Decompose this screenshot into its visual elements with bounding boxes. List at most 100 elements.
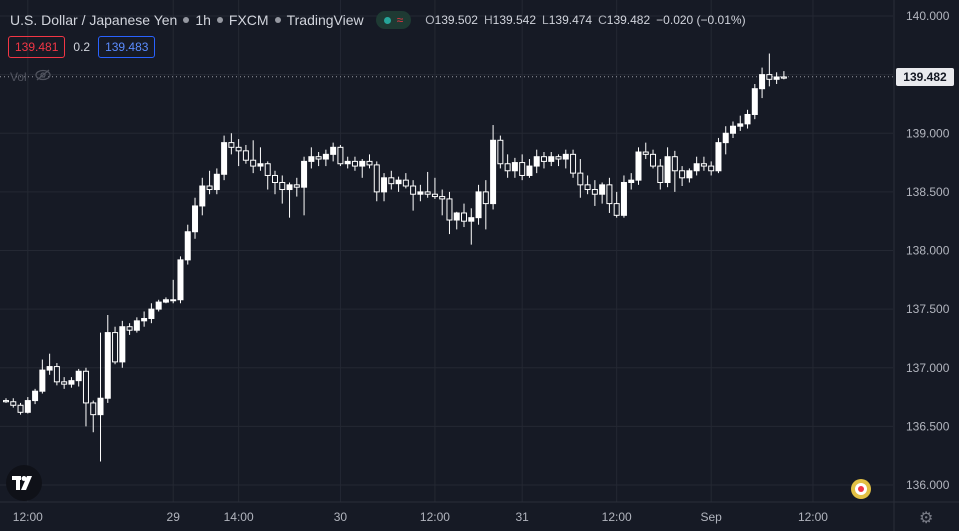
candle-body (657, 165, 664, 183)
separator-dot (274, 17, 281, 23)
high-value: 139.542 (492, 13, 537, 27)
gear-icon[interactable]: ⚙ (919, 510, 934, 527)
candle-body (439, 196, 446, 200)
candle-body (75, 370, 82, 382)
candle-body (351, 160, 358, 167)
close-value: 139.482 (606, 13, 651, 27)
candle-body (613, 203, 620, 216)
candle-body (504, 163, 511, 172)
candle-body (242, 150, 249, 161)
close-label: C (598, 13, 607, 27)
low-label: L (542, 13, 549, 27)
candle-body (664, 156, 671, 183)
candle-body (221, 142, 228, 175)
open-value: 139.502 (434, 13, 478, 27)
candle-body (381, 177, 388, 193)
candle-body (279, 181, 286, 191)
candle-body (359, 160, 366, 167)
candle-body (533, 156, 540, 167)
candle-body (453, 212, 460, 221)
candle-body (177, 259, 184, 301)
candle-body (570, 153, 577, 174)
candle-body (17, 404, 24, 413)
candle-body (737, 123, 744, 127)
sell-button[interactable]: 139.481 (8, 36, 66, 58)
candle-body (32, 390, 39, 402)
candle-body (468, 217, 475, 222)
candle-body (61, 381, 68, 385)
candle-body (620, 181, 627, 216)
candle-body (112, 332, 119, 363)
spread-value: 0.2 (73, 40, 91, 54)
candle-body (417, 191, 424, 195)
high-label: H (483, 13, 493, 27)
y-tick-label: 136.500 (906, 419, 950, 433)
y-tick-label: 138.500 (906, 185, 950, 199)
candle-body (162, 299, 169, 303)
candle-body (322, 153, 329, 160)
trade-row: 139.481 0.2 139.483 (8, 36, 156, 58)
candle-body (148, 308, 155, 320)
candle-body (271, 174, 278, 183)
candle-body (424, 191, 431, 195)
candle-body (373, 164, 380, 193)
candle-body (366, 160, 373, 166)
market-status-pill[interactable]: ≈ (375, 11, 412, 29)
eye-off-icon[interactable] (35, 69, 51, 84)
candle-body (119, 326, 126, 363)
x-tick-label: 12:00 (420, 510, 450, 524)
candle-body (679, 170, 686, 179)
candle-body (773, 76, 780, 80)
interval-label[interactable]: 1h (195, 12, 211, 28)
candle-body (184, 231, 191, 261)
candle-body (730, 125, 736, 134)
x-tick-label: 12:00 (13, 510, 43, 524)
tradingview-logo-icon[interactable] (6, 465, 42, 501)
candle-body (301, 160, 308, 188)
volume-label: Vol (10, 69, 27, 84)
candle-body (555, 156, 562, 160)
ohlc-values: O139.502 H139.542 L139.474 C139.482 −0.0… (425, 13, 745, 27)
y-tick-label: 136.000 (906, 478, 950, 492)
candle-body (206, 185, 213, 191)
x-tick-label: 12:00 (798, 510, 828, 524)
change-value: −0.020 (−0.01%) (656, 13, 746, 27)
candle-body (170, 299, 177, 302)
y-tick-label: 139.000 (906, 126, 950, 140)
x-tick-label: 31 (515, 510, 529, 524)
x-tick-label: 12:00 (602, 510, 632, 524)
candle-body (759, 74, 766, 90)
record-icon[interactable] (851, 479, 871, 499)
candle-body (213, 173, 220, 191)
candle-body (577, 172, 584, 186)
candle-body (235, 146, 242, 152)
candle-body (133, 320, 140, 331)
x-tick-label: 29 (167, 510, 181, 524)
candle-body (708, 165, 715, 172)
candle-body (286, 184, 293, 191)
candle-body (628, 179, 635, 183)
open-label: O (425, 13, 435, 27)
candle-body (490, 139, 497, 205)
candle-body (308, 156, 315, 162)
candle-body (671, 156, 678, 172)
market-open-icon (383, 16, 391, 24)
candle-body (715, 142, 722, 172)
y-tick-label: 140.000 (906, 9, 950, 23)
buy-button[interactable]: 139.483 (98, 36, 156, 58)
candle-body (402, 179, 409, 187)
candle-body (3, 400, 9, 403)
chart-header: U.S. Dollar / Japanese Yen 1h FXCM Tradi… (10, 11, 746, 29)
candle-body (744, 113, 751, 125)
y-tick-label: 138.000 (906, 244, 950, 258)
x-tick-label: 14:00 (224, 510, 254, 524)
candle-body (82, 370, 89, 404)
candle-body (511, 162, 518, 172)
candle-body (562, 153, 569, 160)
candle-body (24, 400, 31, 413)
candle-body (410, 185, 417, 195)
separator-dot (216, 17, 223, 23)
symbol-name[interactable]: U.S. Dollar / Japanese Yen (10, 12, 178, 28)
candle-body (264, 163, 271, 176)
